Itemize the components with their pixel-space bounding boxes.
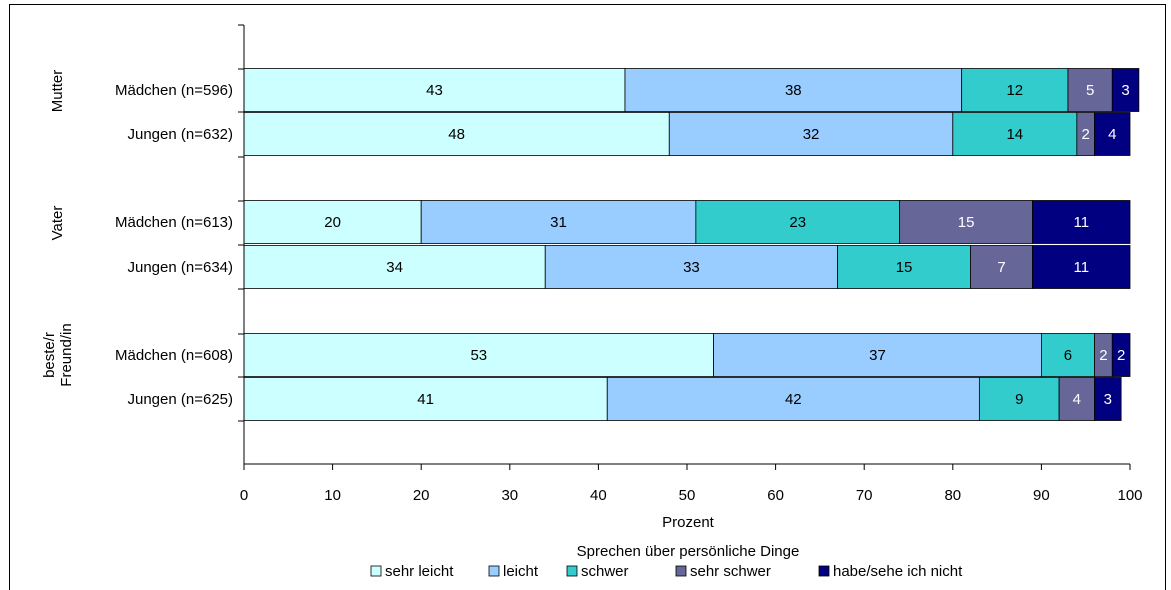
bar-segment (899, 200, 1033, 244)
bar-value-label: 41 (417, 391, 434, 408)
bar-value-label: 11 (1073, 259, 1089, 276)
bar-value-label: 4 (1108, 126, 1116, 143)
bar-value-label: 14 (1006, 126, 1023, 143)
bar-segment (1111, 333, 1131, 377)
category-label: Jungen (n=632) (128, 126, 234, 143)
bar-value-label: 20 (324, 214, 341, 231)
bar-segment (1094, 377, 1122, 421)
bar-value-label: 31 (550, 214, 567, 231)
category-label: Jungen (n=634) (128, 259, 234, 276)
legend-swatch (818, 565, 830, 577)
legend-entry: schwer (581, 563, 629, 580)
bar-segment (1111, 68, 1140, 112)
category-label: Jungen (n=625) (128, 391, 234, 408)
legend-entry: sehr leicht (385, 563, 454, 580)
bar-value-label: 53 (470, 347, 487, 364)
bar-segment (695, 200, 901, 244)
bar-segment (970, 245, 1033, 289)
bar-segment (1094, 112, 1131, 156)
group-label: Mutter (49, 70, 66, 113)
legend-swatch (488, 565, 500, 577)
x-tick-label: 40 (590, 487, 607, 504)
bar-value-label: 3 (1104, 391, 1112, 408)
labels-layer: Mädchen (n=596) Jungen (n=632) Mutter Mädch… (41, 70, 233, 408)
bar-value-label: 37 (869, 347, 886, 364)
legend-entry: leicht (503, 563, 539, 580)
x-tick-label: 0 (240, 487, 248, 504)
x-tick-label: 30 (501, 487, 518, 504)
x-axis-title: Prozent (662, 514, 715, 531)
bar-segment (243, 200, 422, 244)
legend-entry: habe/sehe ich nicht (833, 563, 963, 580)
bar-value-label: 2 (1117, 347, 1125, 364)
x-tick-label: 80 (944, 487, 961, 504)
x-tick-label: 50 (679, 487, 696, 504)
bar-value-label: 38 (785, 82, 802, 99)
legend-swatch (675, 565, 687, 577)
bar-segment (243, 112, 670, 156)
category-label: Mädchen (n=596) (115, 82, 233, 99)
legend-swatch (566, 565, 578, 577)
bar-value-label: 2 (1099, 347, 1107, 364)
bar-value-label: 48 (448, 126, 465, 143)
bar-segment (544, 245, 839, 289)
bar-value-label: 23 (789, 214, 806, 231)
bar-value-label: 32 (803, 126, 820, 143)
bar-value-label: 11 (1073, 214, 1089, 231)
bar-segment (1032, 200, 1131, 244)
bar-segment (961, 68, 1069, 112)
bar-segment (978, 377, 1060, 421)
x-tick-label: 10 (324, 487, 341, 504)
bar-segment (713, 333, 1042, 377)
bar-value-label: 5 (1086, 82, 1094, 99)
x-tick-label: 100 (1117, 487, 1142, 504)
group-label-line: Freund/in (58, 323, 75, 386)
bar-segment (606, 377, 980, 421)
bar-segment (1067, 68, 1113, 112)
bar-value-label: 6 (1064, 347, 1072, 364)
bar-segment (243, 68, 626, 112)
x-tick-label: 90 (1033, 487, 1050, 504)
bar-value-label: 15 (896, 259, 913, 276)
bar-segment (1058, 377, 1095, 421)
bar-segment (668, 112, 954, 156)
bar-value-label: 42 (785, 391, 802, 408)
bar-segment (420, 200, 697, 244)
bar-value-label: 12 (1006, 82, 1023, 99)
axes-layer: 0 10 20 30 40 50 60 70 80 90 100 (238, 24, 1143, 504)
bar-value-label: 3 (1121, 82, 1129, 99)
bar-value-label: 4 (1073, 391, 1081, 408)
bar-value-label: 33 (683, 259, 700, 276)
bar-value-label: 7 (997, 259, 1005, 276)
bar-segment (243, 245, 546, 289)
bar-value-label: 2 (1082, 126, 1090, 143)
bar-segment (243, 377, 608, 421)
bar-value-label: 34 (386, 259, 403, 276)
bar-value-label: 15 (958, 214, 975, 231)
bar-segment (1032, 245, 1131, 289)
category-label: Mädchen (n=608) (115, 347, 233, 364)
group-label-line: beste/r (41, 332, 58, 378)
x-tick-label: 60 (767, 487, 784, 504)
legend-entry: sehr schwer (690, 563, 771, 580)
bar-value-label: 43 (426, 82, 443, 99)
legend-swatch (370, 565, 382, 577)
group-label: beste/rFreund/in (41, 323, 75, 386)
legend: sehr leicht leicht schwer sehr schwer habe/s… (370, 563, 963, 580)
legend-title: Sprechen über persönliche Dinge (577, 543, 800, 560)
bar-segment (837, 245, 971, 289)
bar-value-label: 9 (1015, 391, 1023, 408)
x-tick-label: 70 (856, 487, 873, 504)
group-label: Vater (49, 206, 66, 241)
x-tick-label: 20 (413, 487, 430, 504)
category-label: Mädchen (n=613) (115, 214, 233, 231)
